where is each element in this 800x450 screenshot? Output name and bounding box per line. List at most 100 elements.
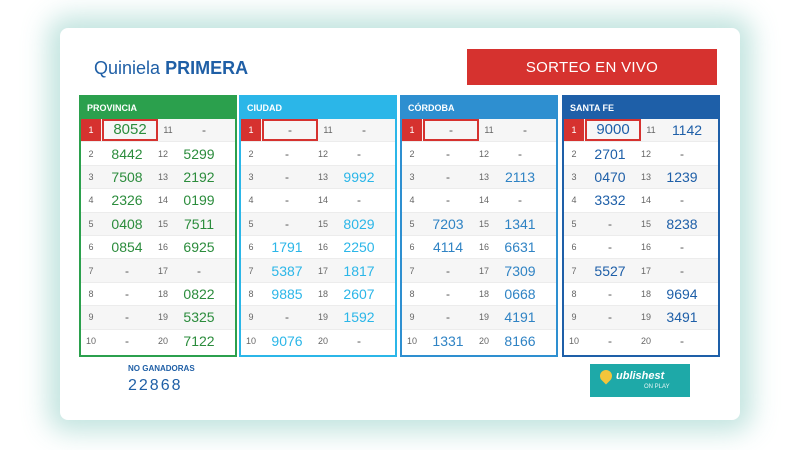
location-pin-icon <box>597 367 615 385</box>
position-label: 17 <box>640 265 651 276</box>
result-number: - <box>202 123 206 138</box>
panel-provincia: PROVINCIA 1 8052 11 - 2 8442 12 5299 3 7508 13 2192… <box>79 95 237 357</box>
result-number: - <box>680 263 684 278</box>
result-number: 9694 <box>666 285 698 302</box>
result-number: 8029 <box>343 215 375 232</box>
panel-cordoba: CÓRDOBA 1-11-2-12-3-13 2113 4-14-5 7203 15 13… <box>400 95 558 357</box>
panel-santa-fe: SANTA FE 1 9000 11 1142 2 2701 12 - 3 0470 13 1239 4… <box>562 95 720 357</box>
position-label: 2 <box>248 148 254 159</box>
result-number: - <box>518 146 522 161</box>
position-label: 1 <box>241 119 261 142</box>
result-number: - <box>446 263 450 278</box>
result-number: - <box>446 146 450 161</box>
logo-subtext: ON PLAY <box>644 384 670 390</box>
position-label: 1 <box>564 119 584 142</box>
position-label: 10 <box>406 336 417 347</box>
position-label: 12 <box>317 148 328 159</box>
result-number: - <box>680 334 684 349</box>
result-number: 1142 <box>671 122 703 139</box>
result-number: - <box>285 169 289 184</box>
result-number: - <box>608 334 612 349</box>
result-number: 7203 <box>432 215 464 232</box>
result-row: 7 - 17 7309 <box>402 259 556 283</box>
position-label: 10 <box>245 336 256 347</box>
position-label: 5 <box>248 218 254 229</box>
result-number: 7309 <box>504 262 536 279</box>
position-label: 4 <box>409 195 415 206</box>
no-winners-value: 22868 <box>128 377 183 394</box>
position-label: 7 <box>409 265 415 276</box>
position-label: 18 <box>157 288 168 299</box>
position-label: 11 <box>646 125 656 136</box>
result-row: 3 7508 13 2192 <box>81 165 235 190</box>
result-row: 1-11- <box>241 119 395 143</box>
result-number: 1239 <box>666 168 698 185</box>
result-number: 5387 <box>271 262 303 279</box>
logo-text: ublishest <box>616 370 665 382</box>
result-number: - <box>285 216 289 231</box>
position-label: 2 <box>88 148 94 159</box>
result-number: - <box>285 193 289 208</box>
result-number: 9076 <box>271 333 303 350</box>
position-label: 16 <box>317 242 328 253</box>
position-label: 8 <box>571 288 577 299</box>
panel-title: CIUDAD <box>241 97 395 119</box>
result-row: 1 8052 11 - <box>81 119 235 143</box>
publisher-logo[interactable]: ublishest ON PLAY <box>590 364 690 397</box>
result-number: - <box>608 240 612 255</box>
panel-title: PROVINCIA <box>81 97 235 119</box>
position-label: 6 <box>571 242 577 253</box>
position-label: 1 <box>81 119 101 142</box>
position-label: 12 <box>157 148 168 159</box>
result-number: 2250 <box>343 239 375 256</box>
result-number: 2701 <box>594 145 626 162</box>
result-number: 4191 <box>504 309 536 326</box>
result-row: 4 - 14 - <box>241 189 395 213</box>
result-number: 5325 <box>183 309 215 326</box>
result-row: 9 - 19 4191 <box>402 306 556 330</box>
result-row: 6 0854 16 6925 <box>81 236 235 260</box>
result-number: 8238 <box>666 215 698 232</box>
position-label: 9 <box>571 312 577 323</box>
result-number: 1341 <box>504 215 536 232</box>
result-row: 10 1331 20 8166 <box>402 330 556 353</box>
brand-name: PRIMERA <box>165 58 249 78</box>
result-number: - <box>680 240 684 255</box>
result-number: 5527 <box>594 262 626 279</box>
position-label: 19 <box>157 312 168 323</box>
position-label: 4 <box>571 195 577 206</box>
result-number: 0822 <box>183 285 215 302</box>
result-number: - <box>423 119 479 142</box>
panel-title: CÓRDOBA <box>402 97 556 119</box>
position-label: 9 <box>248 312 254 323</box>
result-number: 0408 <box>111 215 143 232</box>
position-label: 18 <box>478 288 489 299</box>
position-label: 15 <box>157 218 168 229</box>
result-number: 9000 <box>585 119 641 142</box>
result-row: 9 - 19 1592 <box>241 306 395 330</box>
result-row: 3 - 13 2113 <box>402 165 556 190</box>
result-number: - <box>125 286 129 301</box>
position-label: 14 <box>478 195 489 206</box>
position-label: 15 <box>640 218 651 229</box>
position-label: 11 <box>163 125 173 136</box>
position-label: 17 <box>478 265 489 276</box>
result-number: 6925 <box>183 239 215 256</box>
position-label: 3 <box>248 171 254 182</box>
result-row: 7 - 17 - <box>81 259 235 283</box>
position-label: 20 <box>157 336 168 347</box>
position-label: 17 <box>157 265 168 276</box>
result-number: 7511 <box>183 215 215 232</box>
position-label: 12 <box>640 148 651 159</box>
result-number: - <box>446 310 450 325</box>
result-number: 7508 <box>111 168 143 185</box>
result-row: 7 5527 17 - <box>564 259 718 283</box>
result-number: - <box>285 146 289 161</box>
result-row: 5 7203 15 1341 <box>402 212 556 236</box>
position-label: 20 <box>478 336 489 347</box>
live-draw-button[interactable]: SORTEO EN VIVO <box>467 49 717 85</box>
result-number: - <box>197 263 201 278</box>
position-label: 18 <box>317 288 328 299</box>
position-label: 2 <box>409 148 415 159</box>
result-number: 7122 <box>183 333 215 350</box>
